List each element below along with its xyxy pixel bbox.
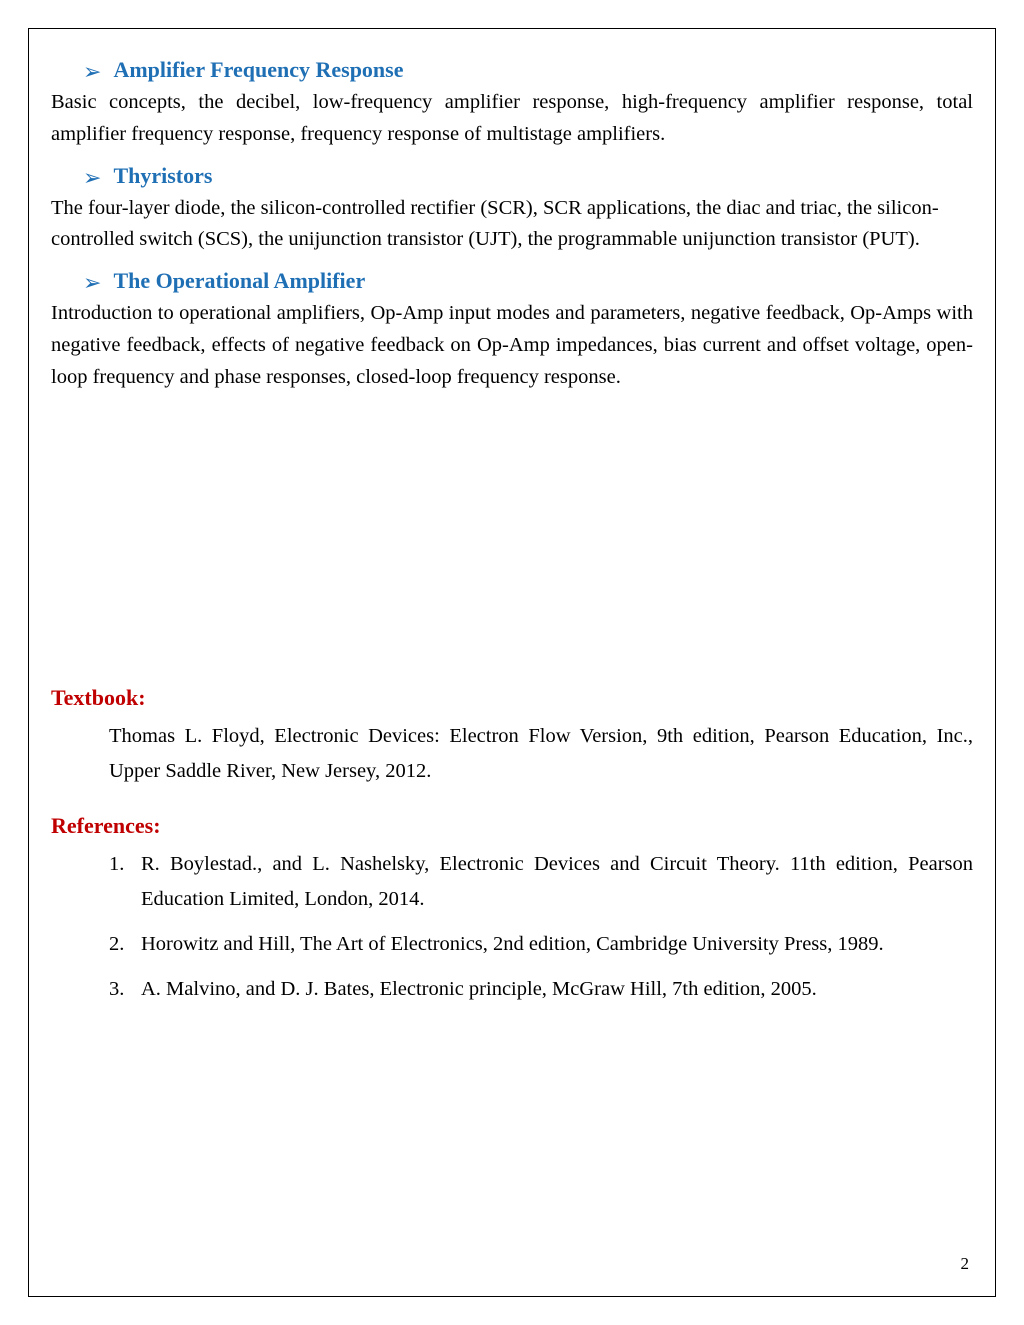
section-body: Basic concepts, the decibel, low-frequen… xyxy=(51,87,973,151)
reference-item: 2. Horowitz and Hill, The Art of Electro… xyxy=(109,927,973,962)
arrow-icon: ➢ xyxy=(83,167,101,189)
arrow-icon: ➢ xyxy=(83,272,101,294)
vertical-spacer xyxy=(51,405,973,685)
reference-text: R. Boylestad., and L. Nashelsky, Electro… xyxy=(141,847,973,917)
textbook-label: Textbook: xyxy=(51,685,973,711)
heading-row: ➢ Amplifier Frequency Response xyxy=(83,57,973,83)
references-list: 1. R. Boylestad., and L. Nashelsky, Elec… xyxy=(109,847,973,1006)
reference-number: 1. xyxy=(109,847,137,917)
references-block: References: 1. R. Boylestad., and L. Nas… xyxy=(51,813,973,1006)
heading-row: ➢ The Operational Amplifier xyxy=(83,268,973,294)
reference-number: 3. xyxy=(109,972,137,1007)
reference-text: A. Malvino, and D. J. Bates, Electronic … xyxy=(141,972,973,1007)
section-amplifier-frequency: ➢ Amplifier Frequency Response Basic con… xyxy=(51,57,973,151)
reference-item: 1. R. Boylestad., and L. Nashelsky, Elec… xyxy=(109,847,973,917)
textbook-content: Thomas L. Floyd, Electronic Devices: Ele… xyxy=(109,719,973,789)
heading-text: Thyristors xyxy=(113,163,212,189)
reference-text: Horowitz and Hill, The Art of Electronic… xyxy=(141,927,973,962)
arrow-icon: ➢ xyxy=(83,61,101,83)
section-thyristors: ➢ Thyristors The four-layer diode, the s… xyxy=(51,163,973,257)
heading-row: ➢ Thyristors xyxy=(83,163,973,189)
references-label: References: xyxy=(51,813,973,839)
section-body: Introduction to operational amplifiers, … xyxy=(51,298,973,393)
heading-text: The Operational Amplifier xyxy=(113,268,365,294)
section-body: The four-layer diode, the silicon-contro… xyxy=(51,193,973,257)
main-content: ➢ Amplifier Frequency Response Basic con… xyxy=(51,57,973,1254)
heading-text: Amplifier Frequency Response xyxy=(113,57,403,83)
page-frame: ➢ Amplifier Frequency Response Basic con… xyxy=(28,28,996,1297)
section-op-amp: ➢ The Operational Amplifier Introduction… xyxy=(51,268,973,393)
page-number: 2 xyxy=(51,1254,973,1276)
reference-item: 3. A. Malvino, and D. J. Bates, Electron… xyxy=(109,972,973,1007)
textbook-block: Textbook: Thomas L. Floyd, Electronic De… xyxy=(51,685,973,789)
reference-number: 2. xyxy=(109,927,137,962)
